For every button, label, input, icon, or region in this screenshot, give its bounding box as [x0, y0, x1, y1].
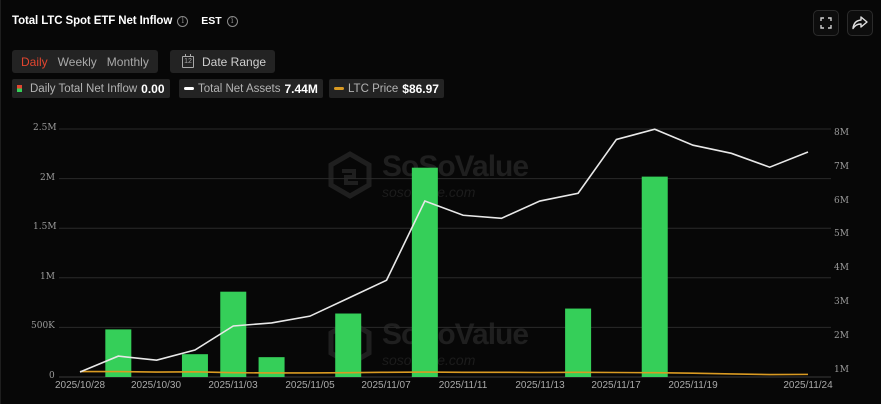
fullscreen-button[interactable]: [813, 10, 839, 36]
inflow-bar[interactable]: [220, 291, 247, 377]
legend-label: Daily Total Net Inflow: [30, 82, 138, 95]
x-axis-label: 2025/10/28: [54, 380, 106, 391]
x-axis-label: 2025/11/17: [591, 380, 641, 391]
x-axis-label: 2025/11/19: [668, 380, 718, 391]
watermark-brand: SoSoValue: [382, 318, 529, 351]
legend-label: Total Net Assets: [198, 82, 281, 95]
expand-icon: [820, 17, 832, 29]
sosovalue-logo-icon: [328, 151, 372, 199]
info-icon[interactable]: i: [177, 15, 189, 27]
timezone-info-icon[interactable]: i: [226, 15, 238, 27]
period-tabs: Daily Weekly Monthly: [12, 50, 158, 73]
chart-title: Total LTC Spot ETF Net Inflow: [12, 15, 173, 27]
x-axis-label: 2025/10/30: [130, 380, 182, 391]
share-button[interactable]: [847, 10, 873, 36]
y-axis-label: 1M: [40, 272, 55, 282]
x-axis-label: 2025/11/24: [783, 380, 833, 391]
y-axis-label: 500K: [31, 321, 55, 331]
net-assets-line[interactable]: [79, 128, 809, 373]
inflow-bar[interactable]: [105, 329, 132, 377]
ltc-price-line[interactable]: [80, 370, 809, 376]
x-axis-label: 2025/11/07: [361, 380, 411, 391]
legend-value: $86.97: [402, 81, 439, 96]
inflow-bar[interactable]: [411, 167, 438, 377]
y2-axis-label: 4M: [834, 263, 849, 273]
calendar-icon: 12: [182, 53, 194, 68]
y2-axis-label: 3M: [834, 297, 849, 307]
y-axis-label: 1.5M: [33, 222, 57, 232]
date-range-button[interactable]: 12 Date Range: [170, 50, 275, 73]
tab-monthly[interactable]: Monthly: [106, 54, 149, 69]
share-icon: [852, 16, 868, 30]
y2-axis-label: 8M: [834, 128, 849, 138]
legend-value: 0.00: [141, 81, 165, 96]
y2-axis-label: 1M: [834, 365, 849, 375]
legend-ltc-price[interactable]: LTC Price $86.97: [329, 79, 444, 98]
timezone-label: EST: [201, 15, 222, 27]
bar-swatch-icon: [17, 85, 22, 92]
inflow-bar[interactable]: [335, 313, 362, 377]
x-axis-label: 2025/11/11: [438, 380, 488, 391]
y-axis-label: 0: [49, 371, 55, 381]
line-swatch-icon: [334, 87, 344, 90]
y-axis-label: 2.5M: [33, 123, 57, 133]
y-axis-label: 2M: [40, 173, 55, 183]
x-axis-label: 2025/11/13: [515, 380, 565, 391]
inflow-bar[interactable]: [565, 308, 592, 377]
line-swatch-icon: [184, 87, 194, 90]
legend-daily-inflow[interactable]: Daily Total Net Inflow 0.00: [12, 79, 170, 98]
title-row: Total LTC Spot ETF Net Inflow i EST i: [12, 15, 238, 27]
inflow-bar[interactable]: [641, 176, 668, 377]
x-axis-label: 2025/11/03: [208, 380, 258, 391]
y2-axis-label: 2M: [834, 331, 849, 341]
tab-daily[interactable]: Daily: [21, 54, 48, 69]
date-range-label: Date Range: [202, 54, 267, 69]
legend-net-assets[interactable]: Total Net Assets 7.44M: [179, 79, 323, 98]
inflow-bar[interactable]: [258, 357, 285, 377]
watermark-brand: SoSoValue: [382, 150, 529, 183]
y2-axis-label: 6M: [834, 196, 849, 206]
inflow-bar[interactable]: [181, 354, 208, 377]
y2-axis-label: 5M: [834, 229, 849, 239]
watermark-top: SoSoValue sosovalue.com: [326, 150, 529, 200]
x-axis-label: 2025/11/05: [285, 380, 335, 391]
tab-weekly[interactable]: Weekly: [57, 54, 97, 69]
legend-label: LTC Price: [348, 82, 399, 95]
legend-value: 7.44M: [284, 81, 318, 96]
y2-axis-label: 7M: [834, 162, 849, 172]
